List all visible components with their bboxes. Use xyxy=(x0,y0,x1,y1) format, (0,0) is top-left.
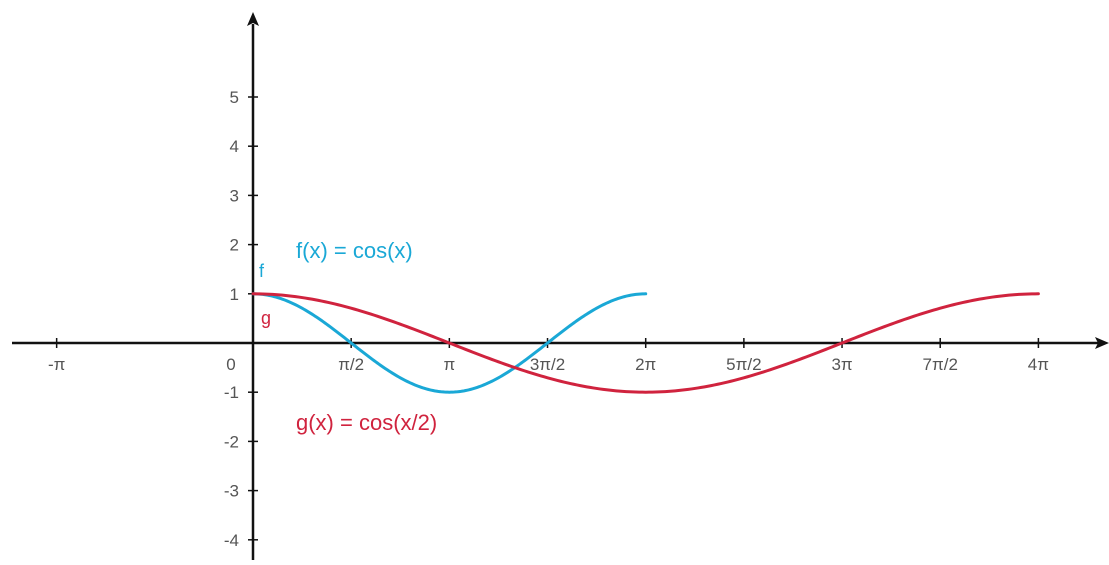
x-axis-ticks: -π π/2 π 3π/2 2π 5π/2 3π 7π/2 4π 0 xyxy=(48,338,1049,374)
origin-label: 0 xyxy=(226,355,235,374)
g-formula-label: g(x) = cos(x/2) xyxy=(296,410,437,435)
x-tick-label: 3π/2 xyxy=(530,355,565,374)
x-tick-label: 4π xyxy=(1028,355,1049,374)
y-tick-label: 4 xyxy=(230,137,239,156)
f-curve-label: f xyxy=(259,261,265,281)
y-tick-label: 1 xyxy=(230,285,239,304)
axes xyxy=(12,12,1109,560)
y-tick-label: 5 xyxy=(230,88,239,107)
y-tick-label: 2 xyxy=(230,236,239,255)
x-tick-label: 3π xyxy=(831,355,852,374)
y-tick-label: -4 xyxy=(224,531,239,550)
g-curve-label: g xyxy=(261,308,271,328)
x-tick-label: -π xyxy=(48,355,65,374)
y-tick-label: -2 xyxy=(224,432,239,451)
y-axis-arrow xyxy=(247,12,259,26)
curves xyxy=(251,292,1040,394)
x-tick-label: 7π/2 xyxy=(923,355,958,374)
x-tick-label: π xyxy=(443,355,455,374)
f-formula-label: f(x) = cos(x) xyxy=(296,238,413,263)
x-tick-label: π/2 xyxy=(338,355,364,374)
series-f-curve xyxy=(251,292,648,394)
y-tick-label: -3 xyxy=(224,482,239,501)
series-g-curve xyxy=(251,292,1040,394)
y-tick-label: 3 xyxy=(230,186,239,205)
function-labels: f(x) = cos(x) f g(x) = cos(x/2) g xyxy=(259,238,437,435)
x-tick-label: 5π/2 xyxy=(726,355,761,374)
y-tick-label: -1 xyxy=(224,383,239,402)
y-axis-ticks: 5 4 3 2 1 -1 -2 -3 -4 xyxy=(224,88,258,550)
x-tick-label: 2π xyxy=(635,355,656,374)
x-axis-arrow xyxy=(1095,337,1109,349)
